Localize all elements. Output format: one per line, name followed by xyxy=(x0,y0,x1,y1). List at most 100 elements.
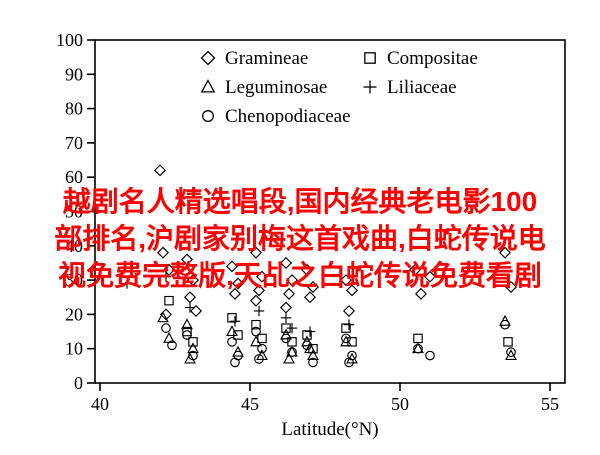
data-point xyxy=(225,260,239,273)
data-point xyxy=(251,326,261,337)
data-point xyxy=(343,319,355,330)
data-point xyxy=(161,323,171,333)
data-point xyxy=(344,357,354,368)
data-point xyxy=(252,284,266,297)
data-point xyxy=(188,350,198,361)
plus-legend-marker xyxy=(363,80,377,94)
legend-label: Liliaceae xyxy=(387,77,457,98)
data-point xyxy=(304,342,316,354)
data-point xyxy=(227,337,237,347)
data-point xyxy=(186,274,200,287)
data-point xyxy=(307,349,319,361)
data-point xyxy=(302,330,312,340)
data-point xyxy=(121,278,133,289)
data-point xyxy=(302,340,312,351)
data-point xyxy=(283,352,295,364)
legend-label: Chenopodiaceae xyxy=(225,106,351,127)
data-point xyxy=(180,253,194,266)
y-tick-label: 0 xyxy=(74,373,83,393)
y-tick-label: 70 xyxy=(65,133,83,153)
data-point xyxy=(279,256,293,269)
data-point xyxy=(257,343,267,354)
data-point xyxy=(156,246,170,259)
y-tick-label: 30 xyxy=(65,270,83,290)
data-point xyxy=(505,349,517,361)
data-point xyxy=(182,326,192,337)
data-point xyxy=(300,263,314,276)
y-tick-label: 20 xyxy=(65,304,83,324)
data-point xyxy=(188,337,198,347)
plot-frame xyxy=(94,39,566,384)
legend-label: Leguminosae xyxy=(225,77,327,98)
data-point xyxy=(153,164,167,177)
data-point xyxy=(257,333,267,344)
data-point xyxy=(339,274,353,287)
data-point xyxy=(503,337,513,347)
data-point xyxy=(506,347,516,357)
x-tick-label: 55 xyxy=(541,394,559,414)
data-point xyxy=(408,263,422,276)
data-point xyxy=(345,284,359,297)
diamond-legend-marker xyxy=(200,50,216,66)
data-point xyxy=(157,311,169,323)
data-point xyxy=(249,294,263,307)
data-point xyxy=(231,277,245,290)
data-point xyxy=(340,335,352,347)
data-point xyxy=(189,304,203,317)
data-point xyxy=(167,340,177,351)
legend-label: Compositae xyxy=(387,48,478,69)
data-point xyxy=(230,357,240,368)
data-point xyxy=(250,335,262,347)
legend-label: Gramineae xyxy=(225,48,308,69)
data-point xyxy=(184,352,196,364)
triangle-legend-marker xyxy=(200,79,216,93)
data-point xyxy=(341,333,351,344)
data-point xyxy=(184,302,196,313)
y-tick-label: 10 xyxy=(65,339,83,359)
data-point xyxy=(182,330,192,340)
data-point xyxy=(504,280,518,293)
data-point xyxy=(164,295,174,306)
data-point xyxy=(500,319,510,330)
y-tick-label: 80 xyxy=(65,99,83,119)
data-point xyxy=(181,318,193,330)
x-axis-label: Latitude(°N) xyxy=(281,419,378,440)
data-point xyxy=(187,342,199,354)
square-legend-marker xyxy=(364,52,376,64)
data-point xyxy=(160,271,172,282)
y-tick-label: 50 xyxy=(65,202,83,222)
data-point xyxy=(281,333,291,344)
data-point xyxy=(162,263,176,276)
y-tick-label: 40 xyxy=(65,236,83,256)
y-tick-label: 90 xyxy=(65,64,83,84)
data-point xyxy=(249,246,263,259)
x-tick-label: 50 xyxy=(391,394,409,414)
data-point xyxy=(423,270,437,283)
data-point xyxy=(341,323,351,333)
data-point xyxy=(227,313,237,323)
y-tick-label: 60 xyxy=(65,167,83,187)
data-point xyxy=(285,274,299,287)
data-point xyxy=(413,333,423,344)
y-tick-label: 100 xyxy=(56,30,83,50)
data-point xyxy=(226,325,238,337)
x-tick-label: 45 xyxy=(241,394,259,414)
data-point xyxy=(183,291,197,304)
data-point xyxy=(342,304,356,317)
data-point xyxy=(304,326,316,337)
data-point xyxy=(303,291,317,304)
circle-legend-marker xyxy=(202,110,214,122)
data-point xyxy=(413,343,423,354)
data-point xyxy=(253,305,265,317)
data-point xyxy=(280,312,292,324)
data-point xyxy=(425,350,435,361)
data-point xyxy=(286,322,298,334)
data-point xyxy=(498,246,512,259)
data-point xyxy=(229,316,241,327)
data-point xyxy=(228,287,242,300)
x-tick-label: 40 xyxy=(91,394,109,414)
data-point xyxy=(279,301,293,314)
data-point xyxy=(254,354,264,364)
